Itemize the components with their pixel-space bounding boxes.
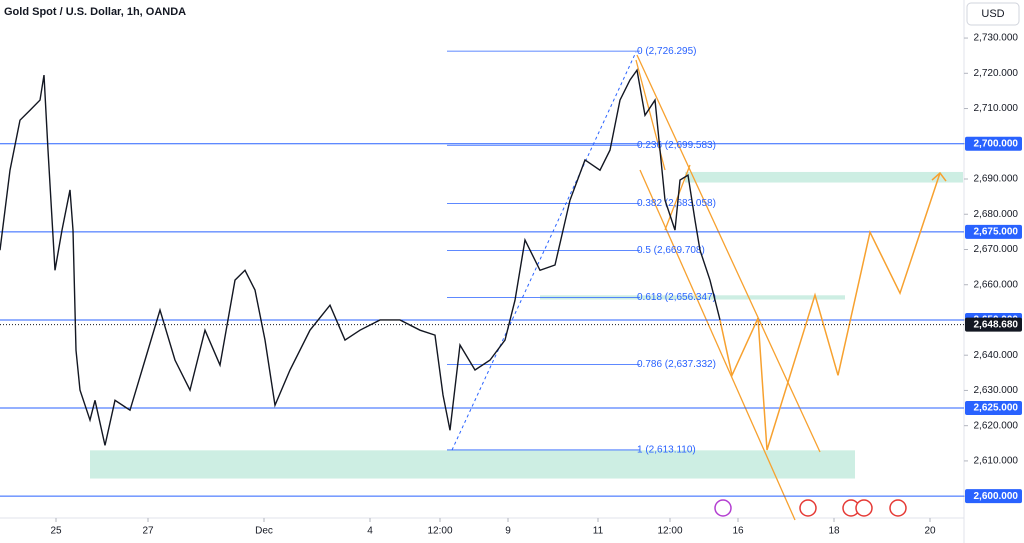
level-tag (965, 489, 1022, 504)
event-icon[interactable] (799, 499, 817, 517)
last-price-label: 2,648.680 (974, 319, 1019, 330)
channel-line (636, 54, 821, 453)
level-tag (965, 136, 1022, 151)
zone (540, 295, 845, 300)
fib-label: 0.382 (2,683.058) (637, 198, 716, 209)
fib-label: 1 (2,613.110) (637, 445, 696, 456)
zone (90, 450, 855, 479)
last-price-tag (965, 317, 1022, 332)
y-tick-label: 2,710.000 (974, 103, 1019, 114)
y-tick-label: 2,640.000 (974, 350, 1019, 361)
level-label: 2,675.000 (974, 227, 1019, 238)
y-tick-label: 2,730.000 (974, 33, 1019, 44)
chart-title: Gold Spot / U.S. Dollar, 1h, OANDA (4, 6, 186, 18)
x-tick-label: 18 (828, 526, 840, 537)
x-tick-label: 20 (924, 526, 936, 537)
fib-label: 0.5 (2,669.708) (637, 245, 705, 256)
currency-button[interactable] (966, 2, 1020, 26)
y-tick-label: 2,720.000 (974, 68, 1019, 79)
price-line (0, 68, 721, 446)
y-tick-label: 2,610.000 (974, 456, 1019, 467)
level-label: 2,600.000 (974, 491, 1019, 502)
x-tick-label: 25 (50, 526, 62, 537)
fib-label: 0.786 (2,637.332) (637, 359, 716, 370)
fib-label: 0.618 (2,656.347) (637, 292, 716, 303)
fib-label: 0 (2,726.295) (637, 46, 697, 57)
currency-label: USD (981, 8, 1004, 20)
level-tag (965, 224, 1022, 239)
x-tick-label: 11 (593, 526, 604, 537)
x-tick-label: Dec (255, 526, 273, 537)
y-tick-label: 2,660.000 (974, 279, 1019, 290)
x-tick-label: 12:00 (657, 526, 682, 537)
x-tick-label: 27 (142, 526, 154, 537)
y-tick-label: 2,670.000 (974, 244, 1019, 255)
event-icon[interactable] (714, 499, 732, 517)
event-icon[interactable] (889, 499, 907, 517)
level-label: 2,625.000 (974, 403, 1019, 414)
level-label: 2,700.000 (974, 138, 1019, 149)
fib-label: 0.236 (2,699.583) (637, 140, 716, 151)
x-tick-label: 16 (732, 526, 744, 537)
projection-line (719, 172, 941, 451)
event-icons (714, 499, 907, 517)
x-tick-label: 4 (367, 526, 373, 537)
x-tick-label: 12:00 (427, 526, 452, 537)
zone (685, 171, 963, 183)
fib-trend-line (451, 51, 637, 451)
event-icon[interactable] (855, 499, 873, 517)
y-tick-label: 2,690.000 (974, 174, 1019, 185)
x-tick-label: 9 (505, 526, 511, 537)
y-tick-label: 2,620.000 (974, 420, 1019, 431)
level-tag (965, 401, 1022, 416)
projection-arrow (931, 171, 947, 182)
y-tick-label: 2,680.000 (974, 209, 1019, 220)
y-tick-label: 2,630.000 (974, 385, 1019, 396)
